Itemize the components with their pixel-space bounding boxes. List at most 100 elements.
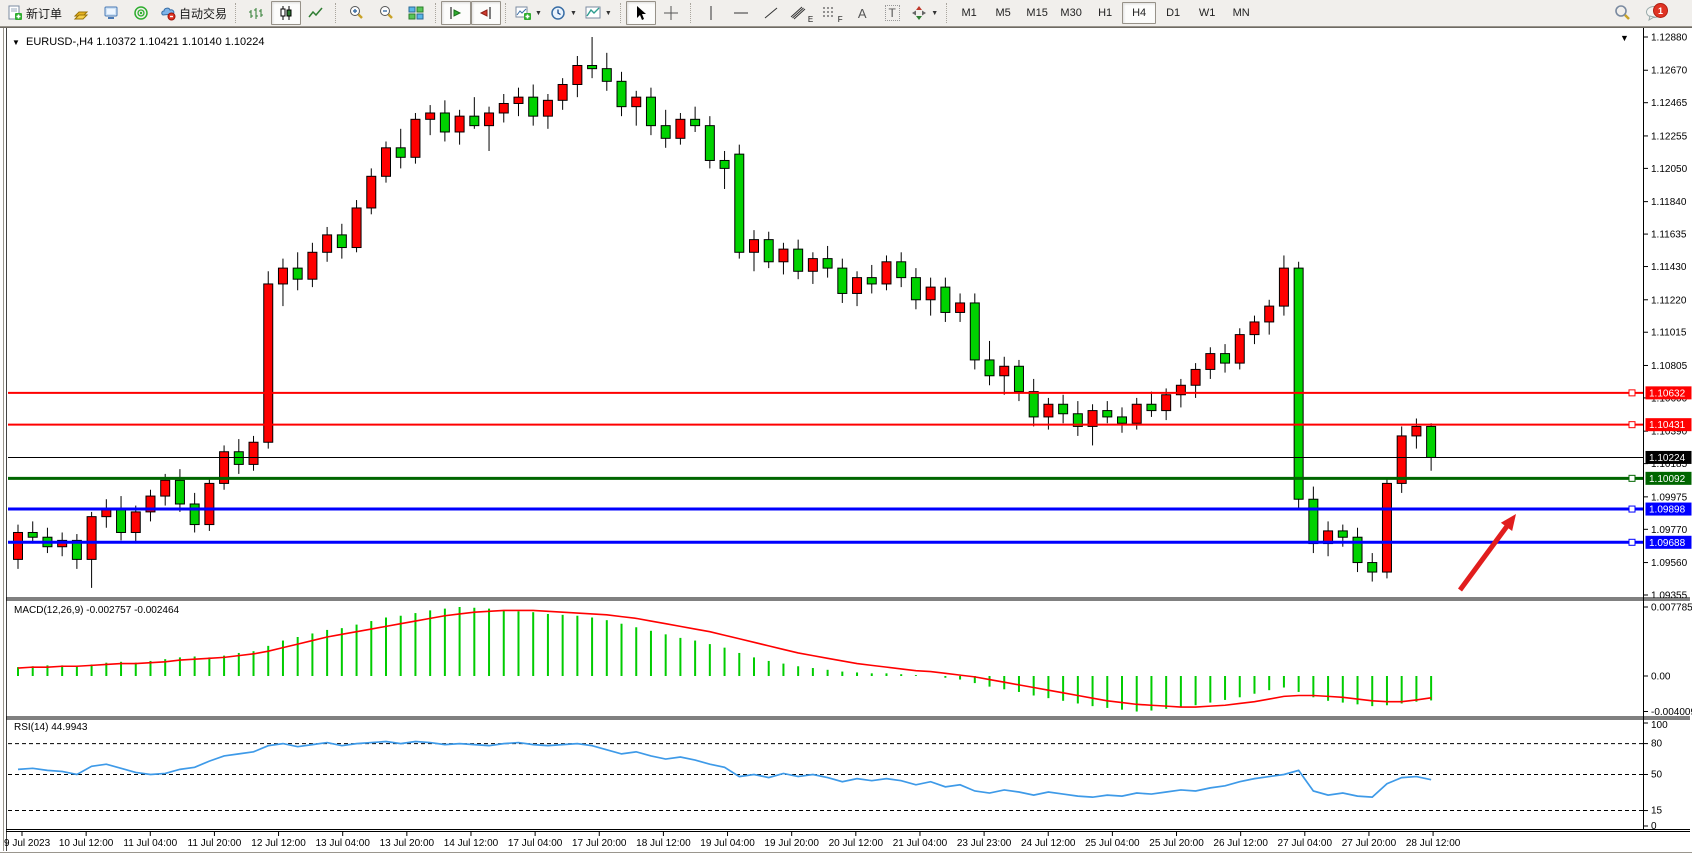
timeframe-button-m30[interactable]: M30 [1060,7,1082,19]
candlestick-chart-icon [278,5,294,21]
candle-body [27,531,38,538]
hline-handle[interactable] [1628,389,1636,397]
candle-body [130,511,141,533]
time-tick-label: 11 Jul 20:00 [188,838,242,849]
periods-button[interactable]: ▼ [546,1,581,25]
candle-body [1264,305,1275,323]
hline-price-tag-label: 1.10431 [1649,420,1686,431]
macd-pane: 0.007785 0.00 -0.004009 MACD(12,26,9) -0.00… [14,603,1692,719]
text-tool-icon: A [857,5,867,21]
auto-trading-button[interactable]: 自动交易 [156,1,231,25]
clock-icon [550,5,566,21]
text-button[interactable]: A [847,1,877,25]
rsi-label: RSI(14) 44.9943 [14,722,88,733]
timeframe-button-m5[interactable]: M5 [995,7,1011,19]
hline-handle[interactable] [1628,421,1636,429]
candle-body [1381,482,1392,573]
templates-button[interactable]: ▼ [581,1,616,25]
new-order-button[interactable]: 新订单 [3,1,66,25]
fibonacci-icon [822,5,838,21]
price-tick-label: 1.09355 [1651,591,1688,602]
chart-shift-button[interactable] [471,1,502,25]
time-tick-label: 17 Jul 04:00 [508,838,563,849]
time-tick-label: 19 Jul 20:00 [764,838,819,849]
hline-price-tag [1645,418,1692,432]
price-tick-label: 1.10185 [1651,459,1688,470]
candle-body [984,359,995,377]
arrows-icon [911,5,927,21]
price-tick-label: 1.09770 [1651,525,1688,536]
trendline-button[interactable] [756,1,786,25]
zoom-out-icon [378,5,394,21]
candle-body [86,516,97,560]
timeframe-button-h1[interactable]: H1 [1098,7,1113,19]
tile-windows-button[interactable] [401,1,431,25]
time-tick-label: 14 Jul 12:00 [444,838,499,849]
zoom-out-button[interactable] [371,1,401,25]
crosshair-button[interactable] [656,1,686,25]
line-chart-icon [308,5,324,21]
hline-price-tag [1645,535,1692,549]
timeframe-button-w1[interactable]: W1 [1198,7,1216,19]
fibo-letter: F [837,15,843,24]
rsi-axis-label: 100 [1651,720,1668,731]
candle-body [513,96,524,104]
candle-body [910,277,921,301]
rsi-axis-label: 0 [1651,821,1657,832]
candle-body [793,248,804,272]
hline-handle[interactable] [1628,474,1636,482]
market-watch-button[interactable] [66,1,96,25]
notification-badge: 1 [1653,3,1668,18]
auto-scroll-button[interactable] [441,1,472,25]
channel-letter: E [807,15,814,24]
candle-body [719,159,730,169]
candle-body [1337,530,1348,538]
hline-handle[interactable] [1628,505,1636,513]
terminal-button[interactable] [96,1,126,25]
vertical-line-button[interactable] [696,1,726,25]
chart-menu-icon: ▼ [12,38,20,47]
candle-body [1028,391,1039,418]
dropdown-arrow-icon: ▼ [535,9,542,17]
toolbar-separator [235,3,237,23]
cursor-button[interactable] [625,1,656,25]
price-tick-label: 1.12050 [1651,164,1688,175]
timeframe-button-mn[interactable]: MN [1232,7,1250,19]
candle-body [160,479,171,497]
bar-chart-icon [248,5,264,21]
candle-body [1117,416,1127,424]
hline-price-tag-label: 1.09898 [1649,505,1686,516]
new-order-icon [7,5,23,21]
line-chart-button[interactable] [301,1,331,25]
alerts-button[interactable] [126,1,156,25]
candle-body [1411,425,1422,437]
search-button[interactable] [1607,1,1637,25]
bar-chart-button[interactable] [241,1,271,25]
timeframe-button-m15[interactable]: M15 [1026,7,1048,19]
tile-windows-icon [408,5,424,21]
timeframe-button-m1[interactable]: M1 [961,7,977,19]
candle-body [1426,425,1437,458]
timeframe-button-d1[interactable]: D1 [1166,7,1181,19]
gold-icon [73,5,89,21]
hline-price-tag-label: 1.09688 [1649,538,1686,549]
candle-body [749,239,759,253]
indicators-button[interactable]: ▼ [511,1,546,25]
zoom-in-button[interactable] [341,1,371,25]
equidistant-channel-button[interactable]: E [786,1,817,25]
horizontal-line-button[interactable] [726,1,756,25]
candle-body [204,482,215,526]
notifications-button[interactable]: 1 [1637,0,1671,26]
candle-body [734,153,745,253]
fibonacci-button[interactable]: F [817,1,847,25]
hline-handle[interactable] [1628,538,1636,546]
arrows-button[interactable]: ▼ [907,1,942,25]
hline-price-tag-label: 1.10224 [1649,453,1686,464]
chart-canvas[interactable]: 1.12880 1.12670 1.12465 1.12255 1.12050 1.118… [0,27,1692,854]
candlestick-chart-button[interactable] [271,1,302,25]
annotation-arrow[interactable] [1457,514,1516,592]
text-label-button[interactable]: T [877,1,907,25]
candle-body [189,503,200,526]
hline-price-tag [1645,471,1692,485]
timeframe-button-h4[interactable]: H4 [1122,2,1157,24]
